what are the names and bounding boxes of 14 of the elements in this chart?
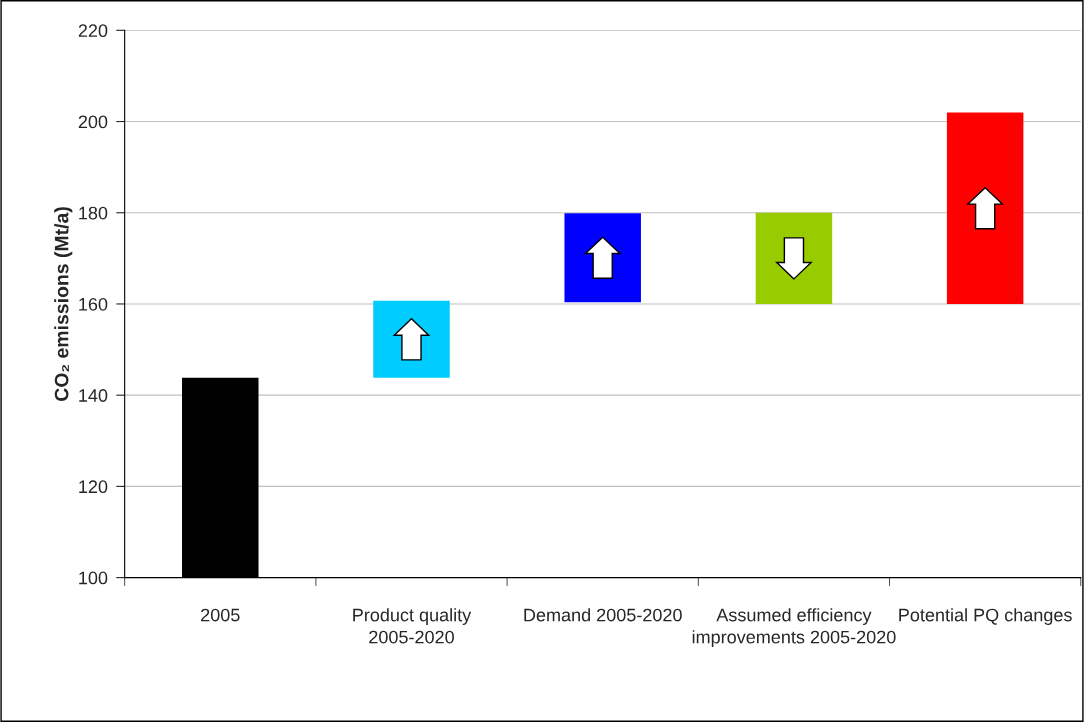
y-tick-label: 100: [79, 571, 108, 585]
x-tick-label: Demand 2005-2020: [524, 608, 682, 622]
x-tick-label: Product quality 2005-2020: [353, 608, 472, 644]
y-tick-label: 200: [78, 115, 108, 129]
x-tick-label: Assumed efficiency improvements 2005-2020: [692, 608, 896, 648]
x-tick-label: Potential PQ changes: [899, 608, 1072, 625]
y-tick-label: 220: [78, 24, 108, 38]
y-tick-label: 120: [79, 480, 108, 494]
y-tick-label: 140: [79, 389, 108, 402]
bar: [946, 112, 1024, 304]
y-tick-label: 160: [79, 297, 108, 311]
y-tick-label: 180: [79, 206, 108, 220]
x-tick-label: 2005: [201, 608, 240, 622]
y-axis-title: CO₂ emissions (Mt/a): [54, 207, 73, 401]
